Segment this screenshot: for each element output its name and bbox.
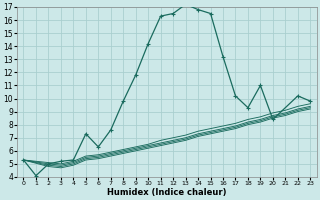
X-axis label: Humidex (Indice chaleur): Humidex (Indice chaleur) xyxy=(107,188,227,197)
